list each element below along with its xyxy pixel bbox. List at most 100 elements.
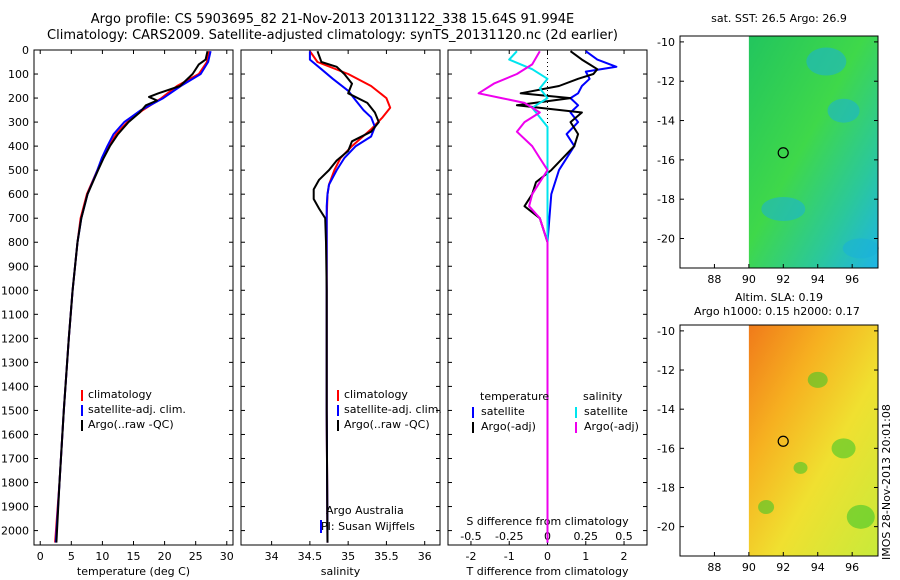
y-tick-label: 700 [8,212,29,225]
x-tick-label: 90 [742,273,756,286]
x-tick-label: 96 [845,561,859,574]
y-tick-label: -18 [657,193,675,206]
map-frame [679,35,879,269]
heatmap-field [748,36,878,268]
y-tick-label: -16 [657,154,675,167]
heatmap-cell [807,371,828,388]
y-tick-label: -12 [657,364,675,377]
x-tick-label: 20 [158,550,172,563]
series-line-satellite-adj-clim- [54,50,212,543]
y-tick-label: 400 [8,140,29,153]
y-tick-label: 1700 [1,452,29,465]
legend-label: Argo(-adj) [584,420,639,433]
legend-label: satellite-adj. clim. [344,403,442,416]
x-tick-label: 5 [68,550,75,563]
legend-label: satellite-adj. clim. [88,403,186,416]
heatmap-cell [827,98,860,123]
y-tick-label: 200 [8,92,29,105]
x2-tick-label: -0.5 [460,530,481,543]
x-tick-label: 96 [845,273,859,286]
page-title: Argo profile: CS 5903695_82 21-Nov-2013 … [0,12,665,44]
y-tick-label: 1000 [1,284,29,297]
x-tick-label: 94 [811,273,825,286]
x-tick-label: 0 [37,550,44,563]
argo-position-marker [777,147,789,159]
x-tick-label: 25 [189,550,203,563]
y-tick-label: 1300 [1,356,29,369]
y-tick-label: -14 [657,403,675,416]
x-tick-label: 0 [544,550,551,563]
y-tick-label: -18 [657,481,675,494]
map-subtitle: Argo h1000: 0.15 h2000: 0.17 [694,305,860,318]
heatmap-cell [793,461,808,474]
y-tick-label: 300 [8,116,29,129]
y-tick-label: 1200 [1,332,29,345]
x-tick-label: 92 [776,561,790,574]
y-tick-label: -14 [657,115,675,128]
x-tick-label: 34.5 [298,550,323,563]
y-tick-label: 1500 [1,404,29,417]
series-line-argo-raw-qc- [55,50,209,543]
legend-label: satellite [481,405,525,418]
y-tick-label: 1800 [1,477,29,490]
series-line-argo-adj- [477,50,549,543]
heatmap-cell [846,504,875,529]
y-tick-label: 1400 [1,380,29,393]
y-tick-label: 1900 [1,501,29,514]
argo-position-marker [777,435,789,447]
plot-frame [33,49,234,546]
heatmap-cell [842,238,879,259]
x2-tick-label: 0.5 [615,530,633,543]
map-title: sat. SST: 26.5 Argo: 26.9 [711,12,847,25]
legend-label: satellite [584,405,628,418]
legend-label: Argo(-adj) [481,420,536,433]
x2-tick-label: -0.25 [495,530,523,543]
heatmap-cell [831,438,856,459]
legend-title: salinity [583,390,623,403]
legend-label: Argo(..raw -QC) [88,418,174,431]
y-tick-label: 100 [8,68,29,81]
x-axis-label: T difference from climatology [466,565,629,578]
x-tick-label: 94 [811,561,825,574]
plot-frame [240,49,441,546]
timestamp-stamp: IMOS 28-Nov-2013 20:01:08 [880,404,893,560]
x-tick-label: 2 [621,550,628,563]
x-tick-label: 88 [707,273,721,286]
x-tick-label: -2 [465,550,476,563]
map-frame [679,324,879,557]
annotation-text: Argo Australia [326,504,404,517]
y-tick-label: -12 [657,75,675,88]
series-line-satellite [546,50,618,543]
legend-title: temperature [480,390,549,403]
y-tick-label: -10 [657,36,675,49]
y-tick-label: 2000 [1,525,29,538]
y-tick-label: -16 [657,442,675,455]
series-line-satellite-adj-clim- [308,51,376,543]
y-tick-label: 800 [8,236,29,249]
y-tick-label: 1100 [1,308,29,321]
series-line-argo-adj- [515,50,599,543]
x-tick-label: 90 [742,561,756,574]
y-tick-label: 600 [8,188,29,201]
series-line-climatology [54,50,211,543]
map-panel-sla_map: 88 90 92 94 96 -10 -12 -14 -16 -18 -20 [657,324,879,574]
y-tick-label: -20 [657,233,675,246]
series-line-argo-raw-qc- [312,50,380,543]
legend-label: climatology [344,388,408,401]
x-tick-label: 92 [776,273,790,286]
x-tick-label: 1 [582,550,589,563]
x-tick-label: 35 [341,550,355,563]
map-panel-sst_map: 88 90 92 94 96 -10 -12 -14 -16 -18 -20 [657,35,879,286]
profile-panel-temperature: 0100200300400500600700800900100011001200… [1,44,234,578]
legend-label: Argo(..raw -QC) [344,418,430,431]
x-tick-label: 10 [95,550,109,563]
y-tick-label: 500 [8,164,29,177]
heatmap-cell [761,197,806,222]
title-line-2: Climatology: CARS2009. Satellite-adjuste… [47,28,618,43]
y-tick-label: 0 [22,44,29,57]
map-title: Altim. SLA: 0.19 [735,291,823,304]
x-tick-label: 88 [707,561,721,574]
title-line-1: Argo profile: CS 5903695_82 21-Nov-2013 … [90,12,575,27]
y-tick-label: 1600 [1,428,29,441]
